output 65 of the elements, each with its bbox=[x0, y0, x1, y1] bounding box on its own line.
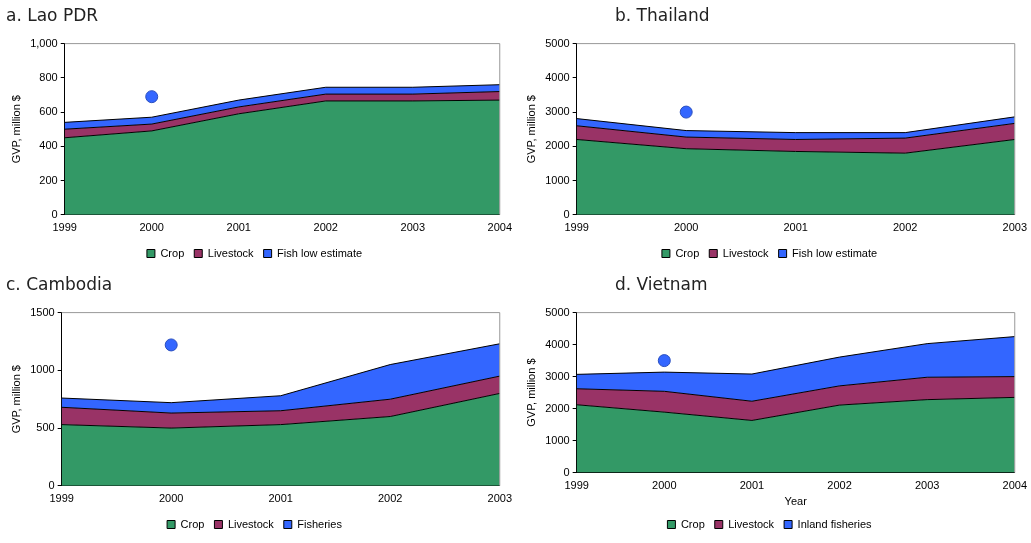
y-tick-label: 5000 bbox=[545, 36, 570, 49]
x-tick-label: 2000 bbox=[673, 221, 699, 234]
y-tick-label: 600 bbox=[39, 105, 58, 118]
legend-label: Crop bbox=[160, 246, 185, 259]
x-tick-label: 2003 bbox=[487, 492, 513, 505]
y-tick-label: 0 bbox=[51, 207, 58, 220]
x-tick-label: 2003 bbox=[914, 479, 940, 492]
y-tick-label: 1500 bbox=[30, 305, 55, 318]
x-tick-label: 2002 bbox=[893, 221, 918, 234]
y-tick-label: 1000 bbox=[545, 433, 570, 446]
legend-label: Fisheries bbox=[297, 517, 343, 530]
legend-label: Livestock bbox=[722, 246, 770, 259]
legend-label: Inland fisheries bbox=[797, 517, 873, 530]
y-tick-label: 800 bbox=[39, 70, 58, 83]
legend-label: Crop bbox=[680, 517, 705, 530]
y-axis-title: GVP, million $ bbox=[9, 95, 22, 164]
legend-label: Livestock bbox=[227, 517, 275, 530]
chart-title: c. Cambodia bbox=[5, 273, 114, 296]
y-tick-label: 3000 bbox=[545, 369, 570, 382]
x-tick-label: 2003 bbox=[1002, 221, 1028, 234]
y-tick-label: 1000 bbox=[545, 173, 570, 186]
x-tick-label: 2004 bbox=[1002, 479, 1028, 492]
y-tick-label: 2000 bbox=[545, 139, 570, 152]
x-tick-label: 2002 bbox=[313, 221, 338, 234]
y-tick-label: 0 bbox=[563, 465, 570, 478]
y-tick-label: 4000 bbox=[545, 337, 570, 350]
y-tick-label: 400 bbox=[39, 139, 58, 152]
x-tick-label: 1999 bbox=[49, 492, 74, 505]
chart-title: d. Vietnam bbox=[614, 273, 709, 296]
y-tick-label: 5000 bbox=[545, 305, 570, 318]
x-tick-label: 2000 bbox=[652, 479, 677, 492]
x-tick-label: 2001 bbox=[268, 492, 293, 505]
y-tick-label: 4000 bbox=[545, 70, 570, 83]
y-tick-label: 1,000 bbox=[30, 36, 58, 49]
x-tick-label: 1999 bbox=[564, 221, 589, 234]
x-tick-label: 2001 bbox=[783, 221, 808, 234]
x-tick-label: 2004 bbox=[487, 221, 513, 234]
legend-label: Livestock bbox=[207, 246, 255, 259]
y-axis-title: GVP, million $ bbox=[524, 358, 537, 427]
legend-label: Livestock bbox=[728, 517, 775, 530]
legend-label: Fish low estimate bbox=[792, 246, 878, 259]
y-tick-label: 1000 bbox=[30, 363, 55, 376]
y-tick-label: 2000 bbox=[545, 401, 570, 414]
y-tick-label: 500 bbox=[36, 421, 55, 434]
x-tick-label: 2003 bbox=[400, 221, 425, 234]
y-axis-title: GVP, million $ bbox=[9, 365, 22, 434]
y-tick-label: 0 bbox=[563, 207, 570, 220]
legend-label: Crop bbox=[675, 246, 700, 259]
x-tick-label: 2001 bbox=[739, 479, 765, 492]
x-tick-label: 2000 bbox=[158, 492, 184, 505]
chart-title: b. Thailand bbox=[614, 4, 711, 27]
x-tick-label: 1999 bbox=[564, 479, 589, 492]
chart-title: a. Lao PDR bbox=[5, 4, 100, 27]
x-axis-title: Year bbox=[784, 495, 808, 508]
legend-label: Fish low estimate bbox=[277, 246, 363, 259]
x-tick-label: 2001 bbox=[226, 221, 251, 234]
y-tick-label: 3000 bbox=[545, 105, 570, 118]
y-tick-label: 200 bbox=[39, 173, 58, 186]
x-tick-label: 1999 bbox=[52, 221, 77, 234]
x-tick-label: 2002 bbox=[827, 479, 852, 492]
x-tick-label: 2002 bbox=[378, 492, 403, 505]
y-tick-label: 0 bbox=[48, 478, 55, 491]
y-axis-title: GVP, million $ bbox=[524, 95, 537, 164]
legend-label: Crop bbox=[180, 517, 205, 530]
x-tick-label: 2000 bbox=[139, 221, 164, 234]
